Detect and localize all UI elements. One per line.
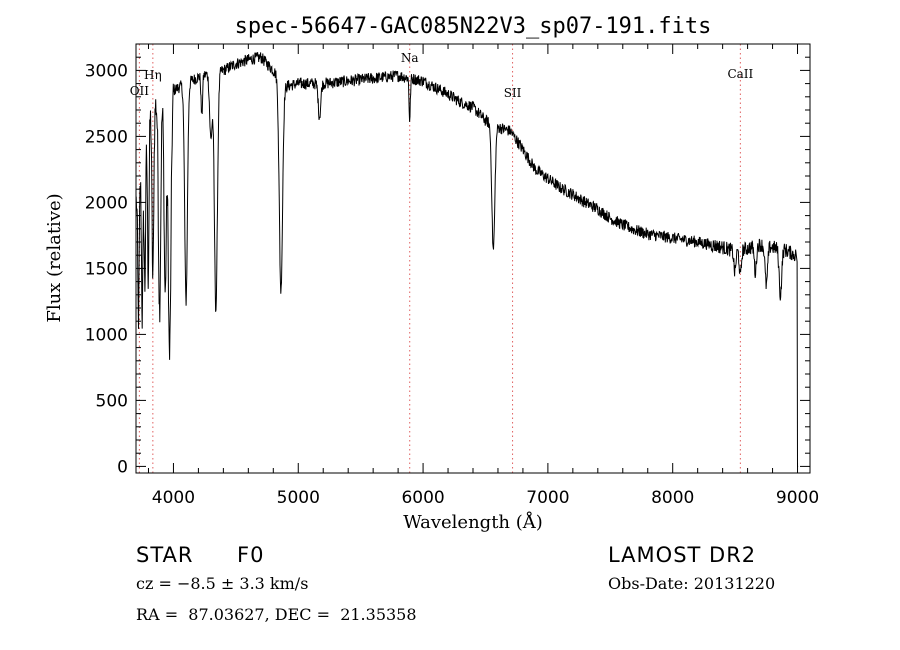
x-axis: 4000 5000 6000 7000 8000 9000	[147, 44, 819, 508]
spectrum-chart: spec-56647-GAC085N22V3_sp07-191.fits OII…	[44, 14, 819, 533]
x-axis-label: Wavelength (Å)	[403, 511, 543, 533]
observation-date: Obs-Date: 20131220	[608, 574, 776, 593]
survey-name: LAMOST DR2	[608, 543, 757, 567]
y-tick-label: 0	[117, 457, 128, 477]
x-tick-label: 4000	[152, 488, 195, 508]
object-class: STAR	[136, 543, 194, 567]
y-tick-label: 1000	[85, 325, 128, 345]
y-axis-label: Flux (relative)	[44, 193, 65, 322]
line-markers: OII Hη Na SII CaII	[130, 44, 754, 473]
y-tick-label: 3000	[85, 61, 128, 81]
spectrum-series	[135, 52, 799, 467]
x-tick-label: 5000	[277, 488, 320, 508]
x-tick-label: 9000	[776, 488, 819, 508]
x-tick-label: 6000	[401, 488, 444, 508]
object-subclass: F0	[237, 543, 265, 567]
redshift-cz: cz = −8.5 ± 3.3 km/s	[136, 574, 309, 593]
y-tick-label: 2000	[85, 193, 128, 213]
line-marker-label: CaII	[727, 67, 753, 81]
y-tick-label: 500	[96, 391, 128, 411]
y-axis: 0 500 1000 1500 2000 2500 3000	[85, 56, 810, 477]
line-marker-label: SII	[504, 86, 522, 100]
y-tick-label: 2500	[85, 127, 128, 147]
line-marker-label: Hη	[144, 68, 162, 82]
x-tick-label: 8000	[651, 488, 694, 508]
coordinates: RA = 87.03627, DEC = 21.35358	[136, 605, 417, 624]
spectrum-line	[135, 52, 799, 467]
chart-title: spec-56647-GAC085N22V3_sp07-191.fits	[235, 14, 712, 39]
plot-frame	[135, 43, 811, 474]
x-tick-label: 7000	[526, 488, 569, 508]
line-marker-label: OII	[130, 84, 150, 98]
y-tick-label: 1500	[85, 259, 128, 279]
line-marker-label: Na	[401, 51, 419, 65]
